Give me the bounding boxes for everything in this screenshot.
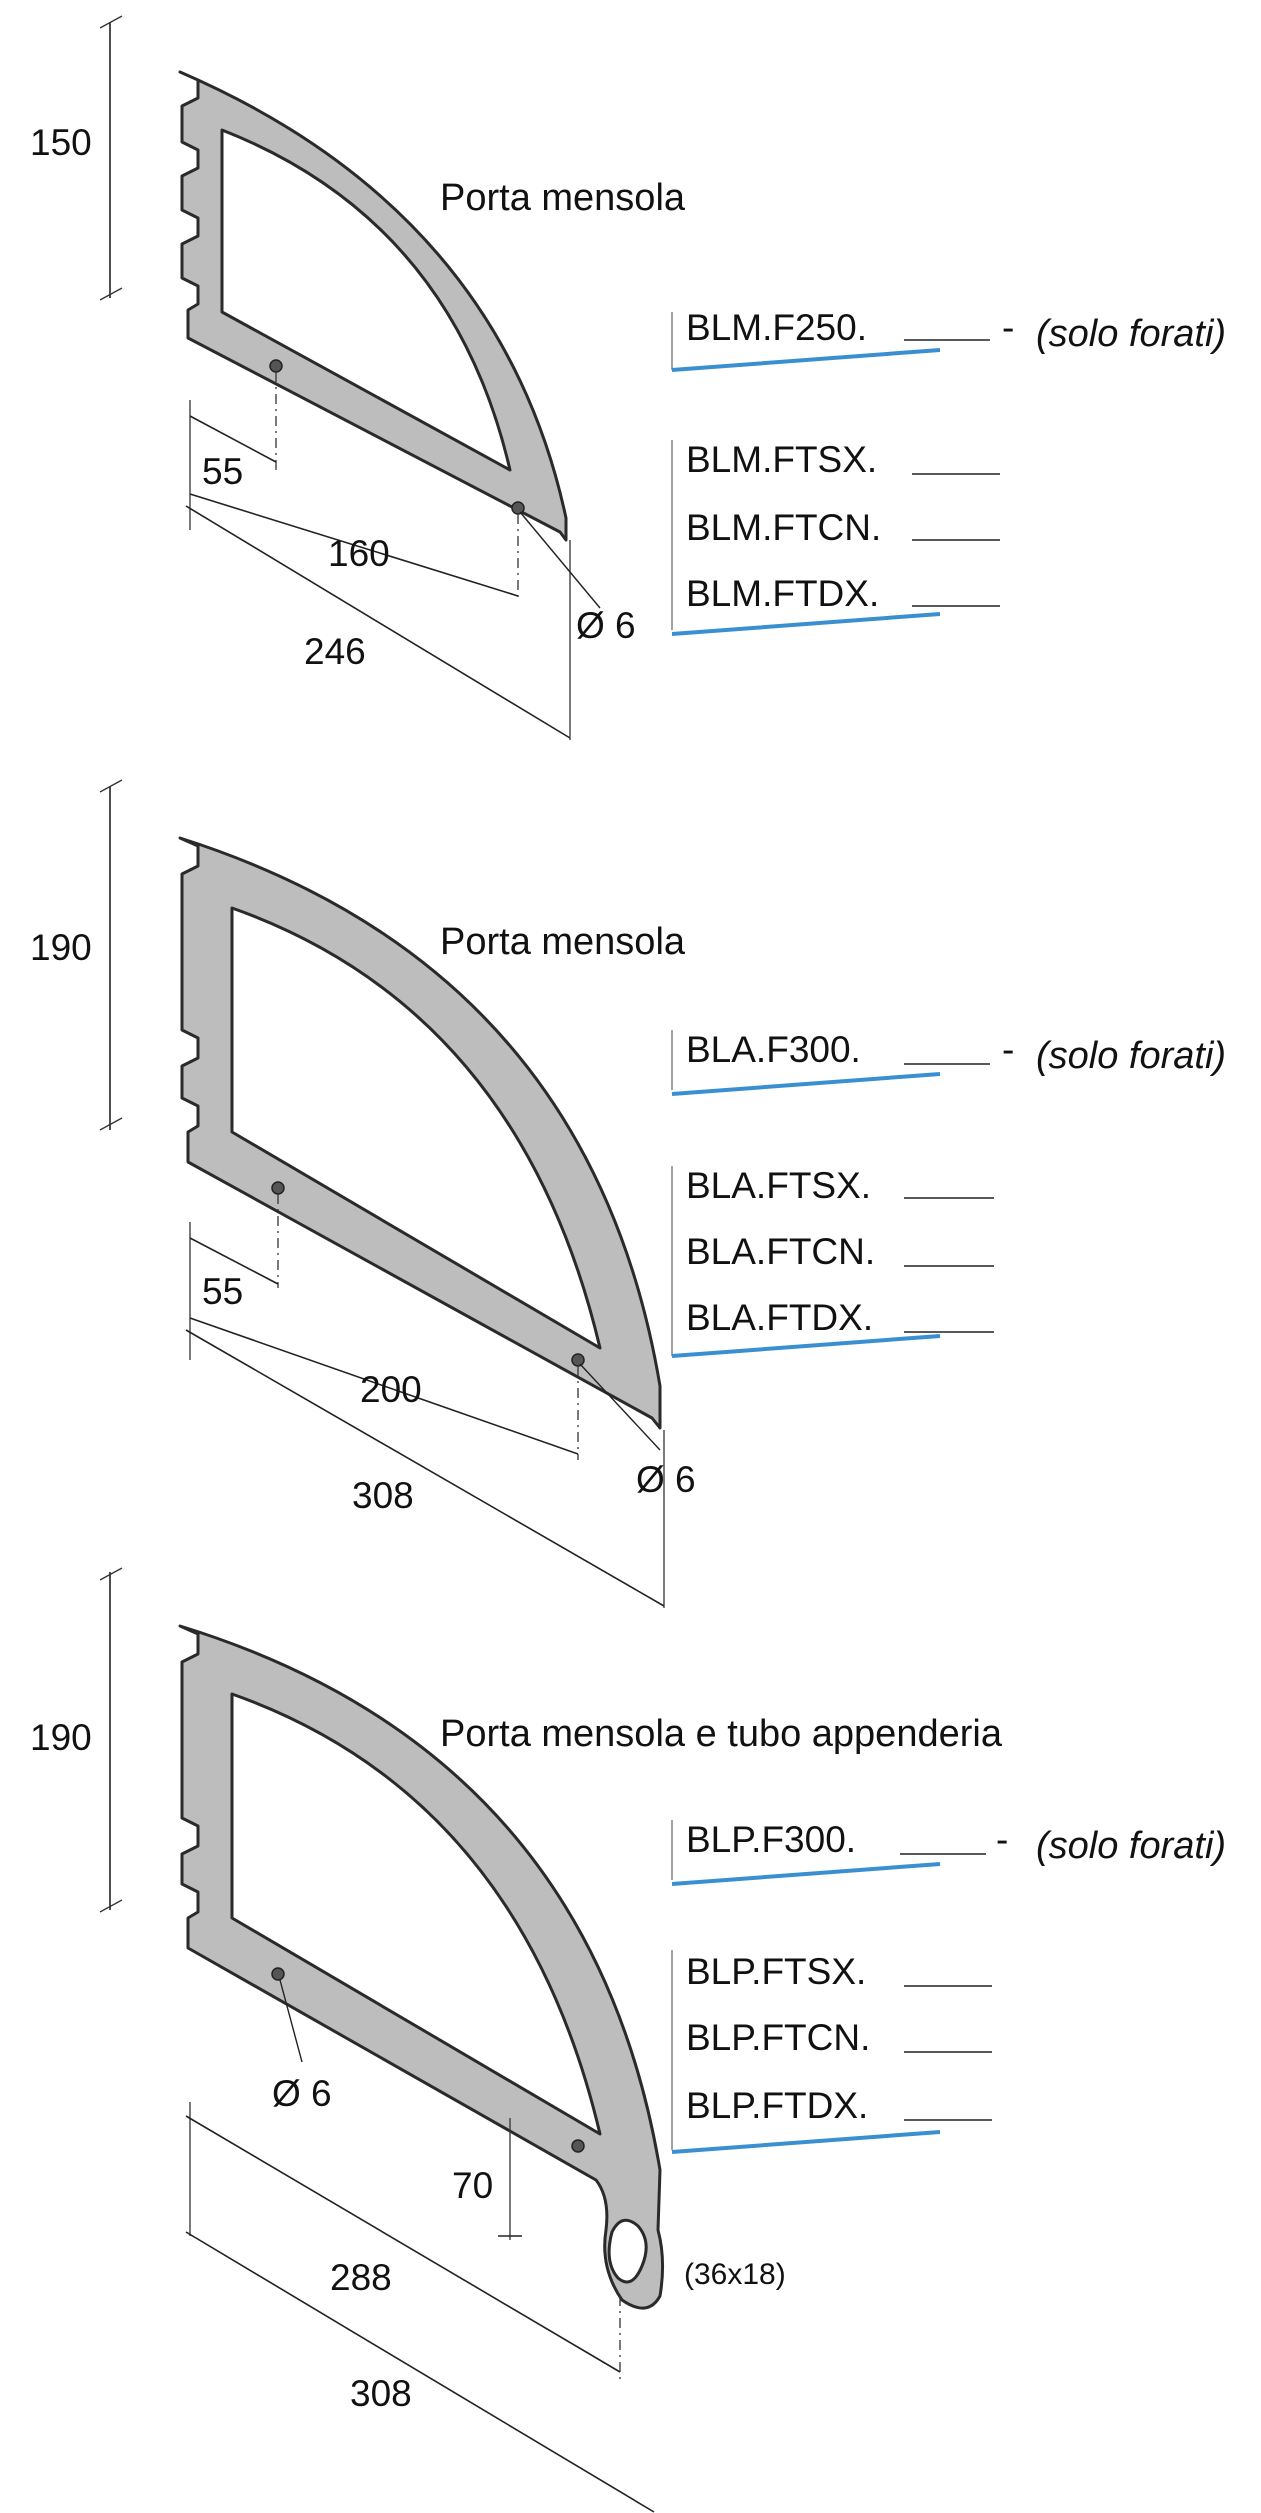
code-block-1: BLM.F250. - (solo forati) BLM.FTSX. BLM.… bbox=[671, 307, 1226, 636]
mounting-hole-3b bbox=[571, 2139, 585, 2153]
code-block-2: BLA.F300. - (solo forati) BLA.FTSX. BLA.… bbox=[671, 1029, 1226, 1358]
code-main-3: BLP.F300. bbox=[686, 1819, 856, 1860]
code-3-0: BLP.FTSX. bbox=[686, 1951, 866, 1992]
code-2-1: BLA.FTCN. bbox=[686, 1231, 875, 1272]
dim-tube-height-3: 70 bbox=[452, 2165, 493, 2206]
mounting-hole-3a bbox=[271, 1967, 285, 1981]
bracket-group-1: 150 55 160 246 Ø 6 Porta mensola BLM.F25… bbox=[30, 15, 1226, 740]
bracket-shape-2 bbox=[178, 836, 662, 1430]
mounting-hole-1a bbox=[269, 359, 283, 373]
dim-tube-pos-3: 288 bbox=[330, 2257, 392, 2298]
height-dimension-2 bbox=[99, 779, 123, 1131]
note-2: (solo forati) bbox=[1036, 1035, 1226, 1077]
code-block-3: BLP.F300. - (solo forati) BLP.FTSX. BLP.… bbox=[671, 1819, 1226, 2154]
depth-dimensions-3 bbox=[185, 2102, 655, 2513]
title-3: Porta mensola e tubo appenderia bbox=[440, 1713, 1003, 1755]
height-dimension-3 bbox=[99, 1567, 123, 1913]
note-1: (solo forati) bbox=[1036, 313, 1226, 355]
depth-dimensions-2 bbox=[185, 1194, 665, 1608]
title-1: Porta mensola bbox=[440, 177, 686, 219]
code-2-2: BLA.FTDX. bbox=[686, 1297, 873, 1338]
title-2: Porta mensola bbox=[440, 921, 686, 963]
height-label-2: 190 bbox=[30, 927, 92, 968]
height-label-3: 190 bbox=[30, 1717, 92, 1758]
dim-hole-offset-1: 55 bbox=[202, 451, 243, 492]
tube-slot bbox=[607, 2218, 648, 2284]
dim-depth-3: 308 bbox=[350, 2373, 412, 2414]
note-dash-3: - bbox=[996, 1819, 1008, 1860]
bracket-shape-3 bbox=[178, 1624, 665, 2310]
bracket-shape-1 bbox=[178, 70, 568, 542]
note-3: (solo forati) bbox=[1036, 1825, 1226, 1867]
code-main-1: BLM.F250. bbox=[686, 307, 867, 348]
code-1-1: BLM.FTCN. bbox=[686, 507, 881, 548]
dim-depth-2: 308 bbox=[352, 1475, 414, 1516]
code-1-2: BLM.FTDX. bbox=[686, 573, 879, 614]
mounting-hole-2a bbox=[271, 1181, 285, 1195]
dim-depth-1: 246 bbox=[304, 631, 366, 672]
dim-hole-spacing-1: 160 bbox=[328, 533, 390, 574]
mounting-hole-2b bbox=[571, 1353, 585, 1367]
hole-label-3: Ø 6 bbox=[272, 2073, 332, 2114]
bracket-group-3: 190 Ø 6 70 288 308 (36x18) Porta mensola… bbox=[30, 1567, 1226, 2513]
height-dimension-1 bbox=[99, 15, 123, 301]
code-1-0: BLM.FTSX. bbox=[686, 439, 877, 480]
hole-label-1: Ø 6 bbox=[576, 605, 636, 646]
dim-hole-offset-2: 55 bbox=[202, 1271, 243, 1312]
dim-hole-spacing-2: 200 bbox=[360, 1369, 422, 1410]
mounting-hole-1b bbox=[511, 501, 525, 515]
note-dash-1: - bbox=[1002, 307, 1014, 348]
code-3-2: BLP.FTDX. bbox=[686, 2085, 868, 2126]
bracket-group-2: 190 55 200 308 Ø 6 Porta mensola BLA.F30… bbox=[30, 779, 1226, 1608]
hole-label-2: Ø 6 bbox=[636, 1459, 696, 1500]
note-dash-2: - bbox=[1002, 1029, 1014, 1070]
slot-size-label: (36x18) bbox=[684, 2258, 786, 2291]
depth-dimensions-1 bbox=[185, 372, 571, 740]
height-label-1: 150 bbox=[30, 122, 92, 163]
code-3-1: BLP.FTCN. bbox=[686, 2017, 870, 2058]
code-main-2: BLA.F300. bbox=[686, 1029, 861, 1070]
code-2-0: BLA.FTSX. bbox=[686, 1165, 871, 1206]
